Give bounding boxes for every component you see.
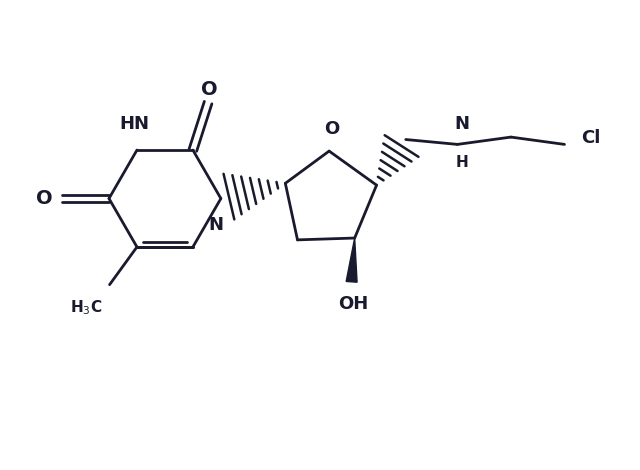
Text: O: O [36,189,53,208]
Text: O: O [201,80,218,99]
Text: Cl: Cl [582,129,601,147]
Text: HN: HN [119,115,149,133]
Text: N: N [455,116,470,133]
Text: H$_3$C: H$_3$C [70,298,102,317]
Text: O: O [324,120,340,138]
Polygon shape [346,238,357,282]
Text: H: H [456,155,468,170]
Text: N: N [209,216,223,234]
Text: OH: OH [338,295,368,313]
